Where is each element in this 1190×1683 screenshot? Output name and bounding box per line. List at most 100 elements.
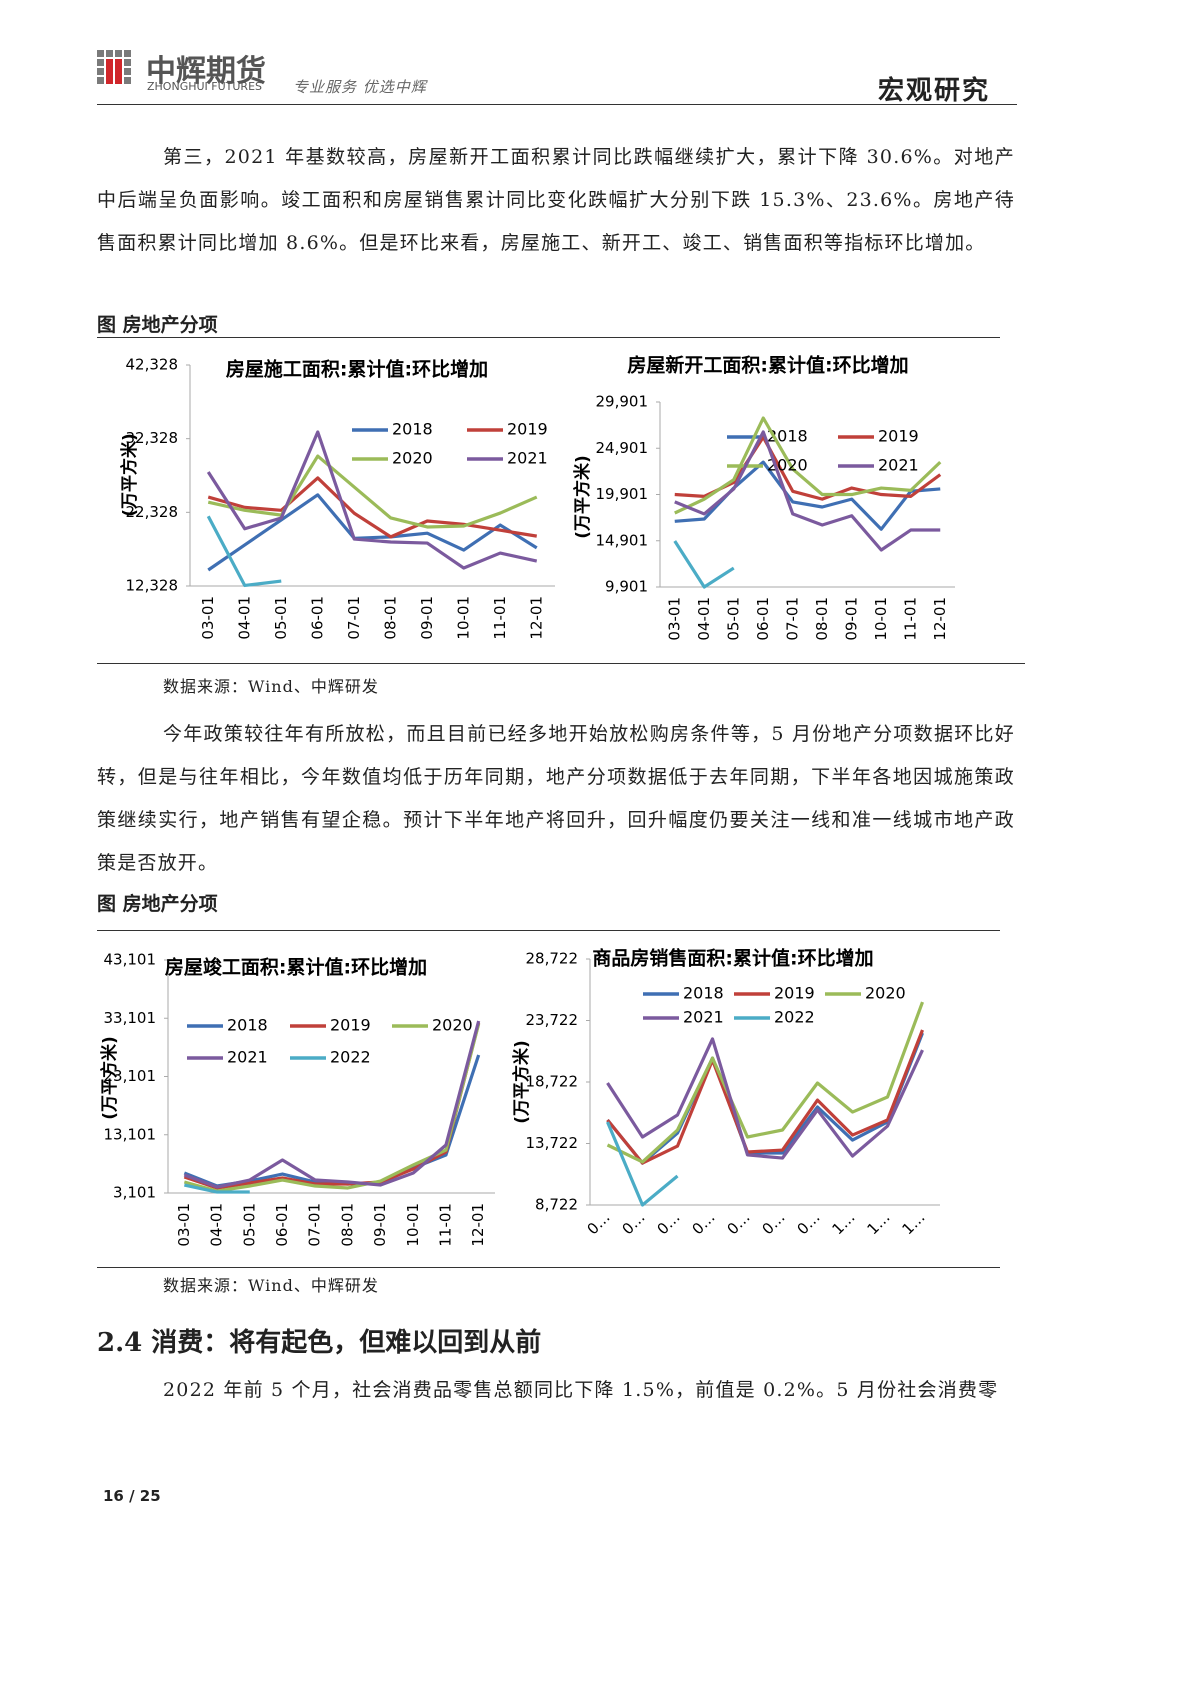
x-tick-label: 11-01 <box>491 596 509 640</box>
series-line <box>207 493 538 572</box>
legend-label: 2021 <box>507 449 548 468</box>
x-tick-label: 11-01 <box>901 597 919 641</box>
series-line <box>606 1121 679 1207</box>
legend-label: 2020 <box>432 1016 473 1035</box>
x-tick-label: 09-01 <box>371 1203 389 1247</box>
x-tick-label: 07-01 <box>783 597 801 641</box>
series-line <box>673 540 735 589</box>
x-tick-label: 10-01 <box>872 597 890 641</box>
legend-label: 2021 <box>683 1008 724 1027</box>
series-line <box>206 515 282 588</box>
slogan: 专业服务 优选中辉 <box>293 78 427 96</box>
y-tick-label: 9,901 <box>605 578 648 596</box>
x-tick-label: 06-01 <box>273 1203 291 1247</box>
series-line <box>674 430 941 552</box>
legend-label: 2022 <box>774 1008 815 1027</box>
y-tick-label: 32,328 <box>126 429 179 447</box>
y-axis-label: (万平方米) <box>119 433 140 517</box>
y-tick-label: 12,328 <box>126 577 179 595</box>
x-tick-label: 08-01 <box>338 1203 356 1247</box>
legend-label: 2020 <box>392 449 433 468</box>
x-tick-label: 03-01 <box>665 597 683 641</box>
legend-label: 2020 <box>865 984 906 1003</box>
x-tick-label: 09-01 <box>418 596 436 640</box>
figure-rule <box>97 663 1025 664</box>
x-tick-label: 09-01 <box>842 597 860 641</box>
y-tick-label: 23,722 <box>526 1011 579 1029</box>
y-axis-label: (万平方米) <box>572 455 593 539</box>
x-tick-label: 10-01 <box>454 596 472 640</box>
y-tick-label: 13,101 <box>104 1125 157 1143</box>
legend-label: 2019 <box>507 420 548 439</box>
x-tick-label: 0… <box>653 1208 683 1238</box>
x-tick-label: 11-01 <box>436 1203 454 1247</box>
y-tick-label: 13,722 <box>526 1134 579 1152</box>
series-line <box>183 1054 481 1188</box>
header-rule <box>97 104 1017 105</box>
series-line <box>606 1001 925 1164</box>
figure-rule <box>97 337 1000 338</box>
x-tick-label: 05-01 <box>724 597 742 641</box>
x-tick-label: 03-01 <box>199 596 217 640</box>
page-number: 16 / 25 <box>103 1487 161 1505</box>
y-tick-label: 18,722 <box>526 1073 579 1091</box>
y-tick-label: 28,722 <box>526 950 579 968</box>
x-tick-label: 0… <box>618 1208 648 1238</box>
logo-icon <box>97 50 131 84</box>
chart-title: 商品房销售面积:累计值:环比增加 <box>592 947 873 970</box>
y-axis-label: (万平方米) <box>511 1040 532 1124</box>
x-tick-label: 04-01 <box>208 1203 226 1247</box>
x-tick-label: 0… <box>758 1208 788 1238</box>
logo-en: ZHONGHUI FUTURES <box>147 80 263 93</box>
x-tick-label: 08-01 <box>381 596 399 640</box>
figure-rule <box>97 1267 1000 1268</box>
logo-cn: 中辉期货 <box>146 54 266 89</box>
legend-label: 2021 <box>878 456 919 475</box>
y-tick-label: 14,901 <box>596 531 649 549</box>
x-tick-label: 12-01 <box>469 1203 487 1247</box>
y-tick-label: 29,901 <box>596 393 649 411</box>
y-tick-label: 22,328 <box>126 503 179 521</box>
x-tick-label: 0… <box>583 1208 613 1238</box>
chart-title: 房屋竣工面积:累计值:环比增加 <box>165 956 427 979</box>
series-line <box>183 1020 481 1189</box>
series-line <box>606 1037 924 1160</box>
x-tick-label: 1… <box>828 1208 858 1238</box>
x-tick-label: 03-01 <box>175 1203 193 1247</box>
x-tick-label: 04-01 <box>695 597 713 641</box>
x-tick-label: 07-01 <box>306 1203 324 1247</box>
x-tick-label: 05-01 <box>272 596 290 640</box>
source: 数据来源：Wind、中辉研发 <box>163 1276 379 1295</box>
series-line <box>606 1029 924 1165</box>
x-tick-label: 1… <box>863 1208 893 1238</box>
x-tick-label: 06-01 <box>308 596 326 640</box>
x-tick-label: 06-01 <box>754 597 772 641</box>
figure-rule <box>97 930 1000 931</box>
legend-label: 2018 <box>392 420 433 439</box>
legend-label: 2021 <box>227 1048 268 1067</box>
y-tick-label: 19,901 <box>596 485 649 503</box>
paragraph: 今年政策较往年有所放松，而且目前已经多地开始放松购房条件等，5 月份地产分项数据… <box>97 723 1015 874</box>
chart-title: 房屋新开工面积:累计值:环比增加 <box>627 354 908 377</box>
figure-caption: 图 房地产分项 <box>97 314 218 336</box>
series-line <box>207 476 538 539</box>
y-tick-label: 43,101 <box>104 951 157 969</box>
x-tick-label: 0… <box>793 1208 823 1238</box>
y-tick-label: 8,722 <box>535 1196 578 1214</box>
series-line <box>206 430 538 570</box>
x-tick-label: 04-01 <box>235 596 253 640</box>
x-tick-label: 10-01 <box>404 1203 422 1247</box>
x-tick-label: 12-01 <box>527 596 545 640</box>
legend-label: 2018 <box>683 984 724 1003</box>
x-tick-label: 12-01 <box>931 597 949 641</box>
legend-label: 2019 <box>330 1016 371 1035</box>
source: 数据来源：Wind、中辉研发 <box>163 677 379 696</box>
paragraph: 2022 年前 5 个月，社会消费品零售总额同比下降 1.5%，前值是 0.2%… <box>163 1379 999 1401</box>
series-line <box>207 454 538 529</box>
series-line <box>606 1032 924 1165</box>
legend-label: 2019 <box>774 984 815 1003</box>
x-tick-label: 1… <box>898 1208 928 1238</box>
paragraph: 第三，2021 年基数较高，房屋新开工面积累计同比跌幅继续扩大，累计下降 30.… <box>97 146 1015 254</box>
